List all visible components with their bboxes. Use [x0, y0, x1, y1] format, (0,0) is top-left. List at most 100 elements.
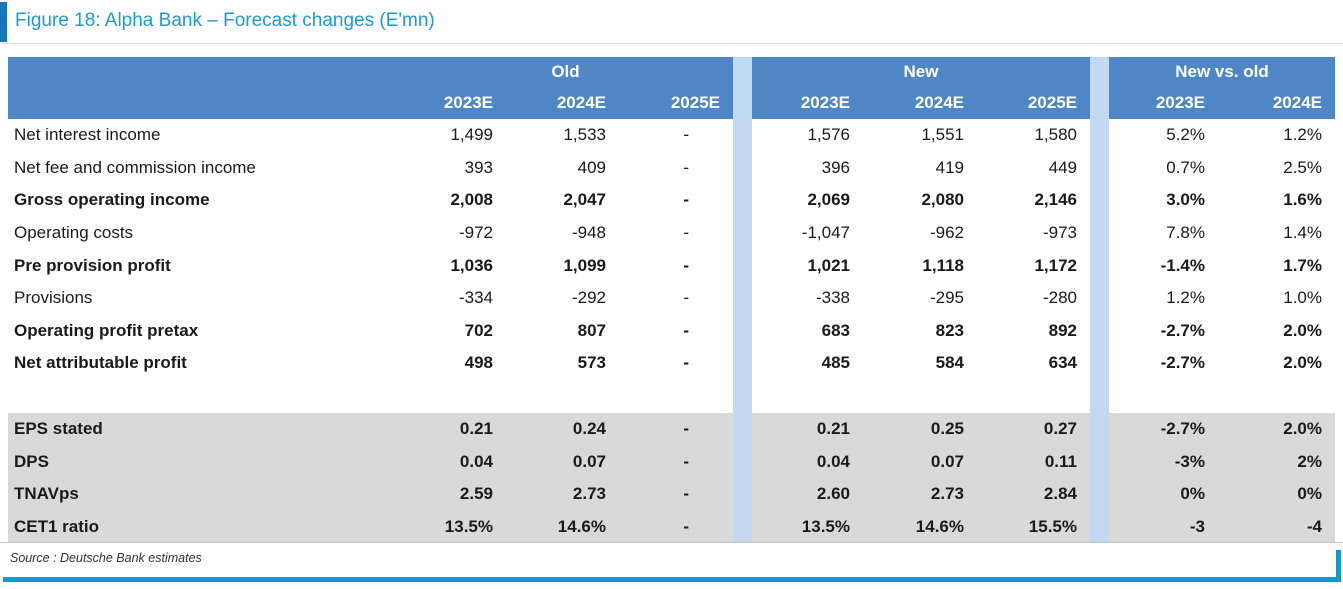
separator-column — [1090, 281, 1109, 315]
cell-new-2024e: 823 — [863, 314, 977, 348]
cell-new-2025e: 449 — [977, 151, 1090, 185]
cell-new-2023e: -338 — [752, 281, 863, 315]
row-label: Operating profit pretax — [8, 314, 398, 348]
column-group-new: New — [752, 57, 1090, 87]
separator-column — [1090, 57, 1109, 87]
separator-column — [1090, 184, 1109, 217]
separator-column — [733, 216, 752, 250]
separator-column — [1090, 249, 1109, 282]
cell-new-2023e: 683 — [752, 314, 863, 348]
cell-old-2023e: 13.5% — [398, 510, 506, 543]
separator-column — [1090, 412, 1109, 446]
separator-column — [733, 477, 752, 511]
cell-nvo-2024e: 2.0% — [1218, 347, 1335, 380]
forecast-table: Old New New vs. old 2023E 2024E 2025E 20… — [8, 57, 1335, 543]
cell-nvo-2023e: 5.2% — [1109, 119, 1218, 152]
cell-old-2025e: - — [619, 249, 733, 282]
cell-nvo-2024e: 1.6% — [1218, 184, 1335, 217]
cell-new-2023e: 1,021 — [752, 249, 863, 282]
cell-old-2025e: - — [619, 119, 733, 152]
cell-new-2025e: 2,146 — [977, 184, 1090, 217]
cell-nvo-2023e: 0.7% — [1109, 151, 1218, 185]
source-note: Source : Deutsche Bank estimates — [10, 551, 202, 565]
cell-old-2025e: - — [619, 347, 733, 380]
cell-new-2023e: 2,069 — [752, 184, 863, 217]
separator-column — [733, 151, 752, 185]
separator-column — [733, 57, 752, 87]
cell-nvo-2024e: 1.7% — [1218, 249, 1335, 282]
cell-nvo-2024e: 1.4% — [1218, 216, 1335, 250]
cell-new-2023e: 13.5% — [752, 510, 863, 543]
row-label: EPS stated — [8, 412, 398, 446]
header-corner-blank — [8, 57, 398, 87]
separator-column — [733, 510, 752, 543]
cell-old-2025e: - — [619, 184, 733, 217]
cell-old-2023e: 2.59 — [398, 477, 506, 511]
cell-old-2023e: 1,036 — [398, 249, 506, 282]
cell-new-2025e: 0.11 — [977, 445, 1090, 478]
year-header-new-2025e: 2025E — [977, 87, 1090, 119]
separator-column — [1090, 216, 1109, 250]
separator-column — [733, 87, 752, 119]
cell-nvo-2024e: 1.0% — [1218, 281, 1335, 315]
separator-column — [1090, 347, 1109, 380]
cell-nvo-2023e: -2.7% — [1109, 314, 1218, 348]
cell-new-2024e: 0.07 — [863, 445, 977, 478]
figure-title: Figure 18: Alpha Bank – Forecast changes… — [15, 10, 435, 31]
cell-old-2024e: -292 — [506, 281, 619, 315]
separator-column — [1090, 477, 1109, 511]
cell-nvo-2023e: 1.2% — [1109, 281, 1218, 315]
separator-column — [733, 379, 752, 413]
separator-column — [733, 119, 752, 152]
cell-old-2024e: 573 — [506, 347, 619, 380]
cell-new-2023e: 1,576 — [752, 119, 863, 152]
cell-old-2023e: 2,008 — [398, 184, 506, 217]
gap-cell — [619, 379, 733, 413]
separator-column — [1090, 379, 1109, 413]
cell-old-2024e: 2.73 — [506, 477, 619, 511]
cell-old-2025e: - — [619, 151, 733, 185]
row-label: Pre provision profit — [8, 249, 398, 282]
cell-nvo-2024e: -4 — [1218, 510, 1335, 543]
gap-cell — [506, 379, 619, 413]
cell-old-2025e: - — [619, 510, 733, 543]
cell-new-2025e: 1,580 — [977, 119, 1090, 152]
column-group-old: Old — [398, 57, 733, 87]
row-label: Provisions — [8, 281, 398, 315]
cell-new-2023e: 2.60 — [752, 477, 863, 511]
cell-nvo-2023e: -1.4% — [1109, 249, 1218, 282]
separator-column — [733, 281, 752, 315]
cell-new-2024e: 1,118 — [863, 249, 977, 282]
separator-column — [733, 445, 752, 478]
cell-nvo-2023e: 3.0% — [1109, 184, 1218, 217]
cell-old-2025e: - — [619, 314, 733, 348]
separator-column — [733, 249, 752, 282]
separator-column — [1090, 87, 1109, 119]
separator-column — [1090, 314, 1109, 348]
separator-column — [1090, 119, 1109, 152]
cell-nvo-2023e: -3 — [1109, 510, 1218, 543]
cell-old-2024e: -948 — [506, 216, 619, 250]
cell-new-2025e: -973 — [977, 216, 1090, 250]
row-label: DPS — [8, 445, 398, 478]
cell-nvo-2024e: 2.0% — [1218, 412, 1335, 446]
cell-new-2023e: 396 — [752, 151, 863, 185]
cell-nvo-2024e: 1.2% — [1218, 119, 1335, 152]
cell-new-2024e: 2.73 — [863, 477, 977, 511]
cell-old-2024e: 807 — [506, 314, 619, 348]
gap-cell — [8, 379, 398, 413]
separator-column — [1090, 445, 1109, 478]
source-divider-rule — [0, 542, 1343, 543]
cell-old-2025e: - — [619, 477, 733, 511]
cell-new-2024e: 419 — [863, 151, 977, 185]
gap-cell — [752, 379, 863, 413]
cell-nvo-2024e: 2.5% — [1218, 151, 1335, 185]
cell-old-2024e: 14.6% — [506, 510, 619, 543]
gap-cell — [1218, 379, 1335, 413]
cell-old-2023e: -334 — [398, 281, 506, 315]
row-label: Operating costs — [8, 216, 398, 250]
cell-old-2023e: 0.04 — [398, 445, 506, 478]
cell-nvo-2024e: 2.0% — [1218, 314, 1335, 348]
year-header-new-2023e: 2023E — [752, 87, 863, 119]
